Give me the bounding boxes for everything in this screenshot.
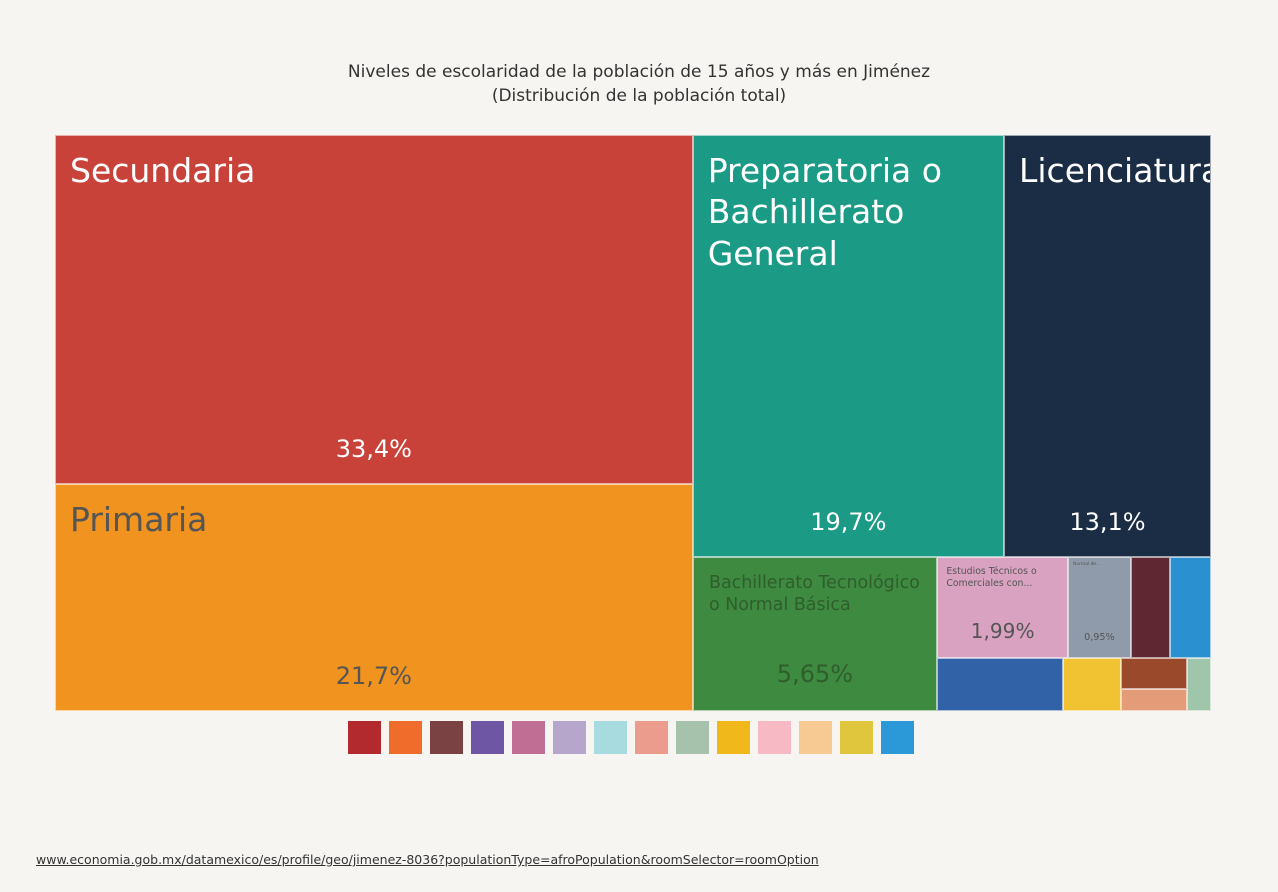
- treemap-cell: [1130, 556, 1171, 659]
- treemap: Secundaria 33,4% Primaria 21,7% Preparatoria…: [55, 135, 1211, 711]
- treemap-cell: Primaria 21,7%: [55, 484, 693, 711]
- cell-label: Preparatoria o Bachillerato General: [707, 151, 942, 273]
- legend-swatch: [430, 721, 463, 754]
- legend-swatch: [512, 721, 545, 754]
- cell-label: Normal de...: [1073, 561, 1101, 567]
- treemap-cell: Secundaria 33,4%: [55, 135, 693, 485]
- legend-swatch: [594, 721, 627, 754]
- legend-swatch: [840, 721, 873, 754]
- treemap-cell: [937, 658, 1064, 711]
- legend-swatch: [799, 721, 832, 754]
- legend-swatch: [881, 721, 914, 754]
- cell-label: Licenciatura: [1019, 151, 1211, 190]
- legend-swatch: [348, 721, 381, 754]
- chart-subtitle: (Distribución de la población total): [491, 86, 787, 106]
- treemap-cell: Bachillerato Tecnológico o Normal Básica…: [692, 556, 938, 711]
- legend-swatch: [676, 721, 709, 754]
- legend-swatch: [758, 721, 791, 754]
- legend: [348, 721, 914, 754]
- value-label: 13,1%: [1069, 507, 1146, 536]
- value-label: 1,99%: [970, 618, 1035, 643]
- treemap-cell: Estudios Técnicos o Comerciales con... 1,…: [937, 556, 1069, 659]
- treemap-cell: [1063, 658, 1122, 711]
- cell-label: Primaria: [70, 500, 208, 540]
- treemap-cell: Normal de... 0,95%: [1068, 556, 1131, 659]
- chart-title: Niveles de escolaridad de la población d…: [347, 62, 931, 82]
- legend-swatch: [553, 721, 586, 754]
- value-label: 33,4%: [335, 435, 412, 464]
- legend-swatch: [635, 721, 668, 754]
- treemap-cell: Licenciatura 13,1%: [1004, 135, 1211, 557]
- value-label: 5,65%: [776, 659, 854, 688]
- legend-swatch: [471, 721, 504, 754]
- cell-label: Estudios Técnicos o Comerciales con...: [946, 566, 1037, 589]
- treemap-cell: [1187, 658, 1211, 711]
- treemap-cell: [1170, 556, 1211, 659]
- value-label: 21,7%: [335, 661, 412, 690]
- treemap-cell: [1121, 658, 1187, 689]
- cell-label: Secundaria: [70, 151, 256, 190]
- treemap-cell: [1121, 688, 1187, 711]
- value-label: 19,7%: [810, 507, 887, 536]
- legend-swatch: [717, 721, 750, 754]
- value-label: 0,95%: [1084, 631, 1115, 643]
- source-link[interactable]: www.economia.gob.mx/datamexico/es/profil…: [36, 852, 819, 867]
- treemap-cell: Preparatoria o Bachillerato General 19,7%: [692, 135, 1004, 557]
- legend-swatch: [389, 721, 422, 754]
- cell-label: Bachillerato Tecnológico o Normal Básica: [708, 573, 920, 615]
